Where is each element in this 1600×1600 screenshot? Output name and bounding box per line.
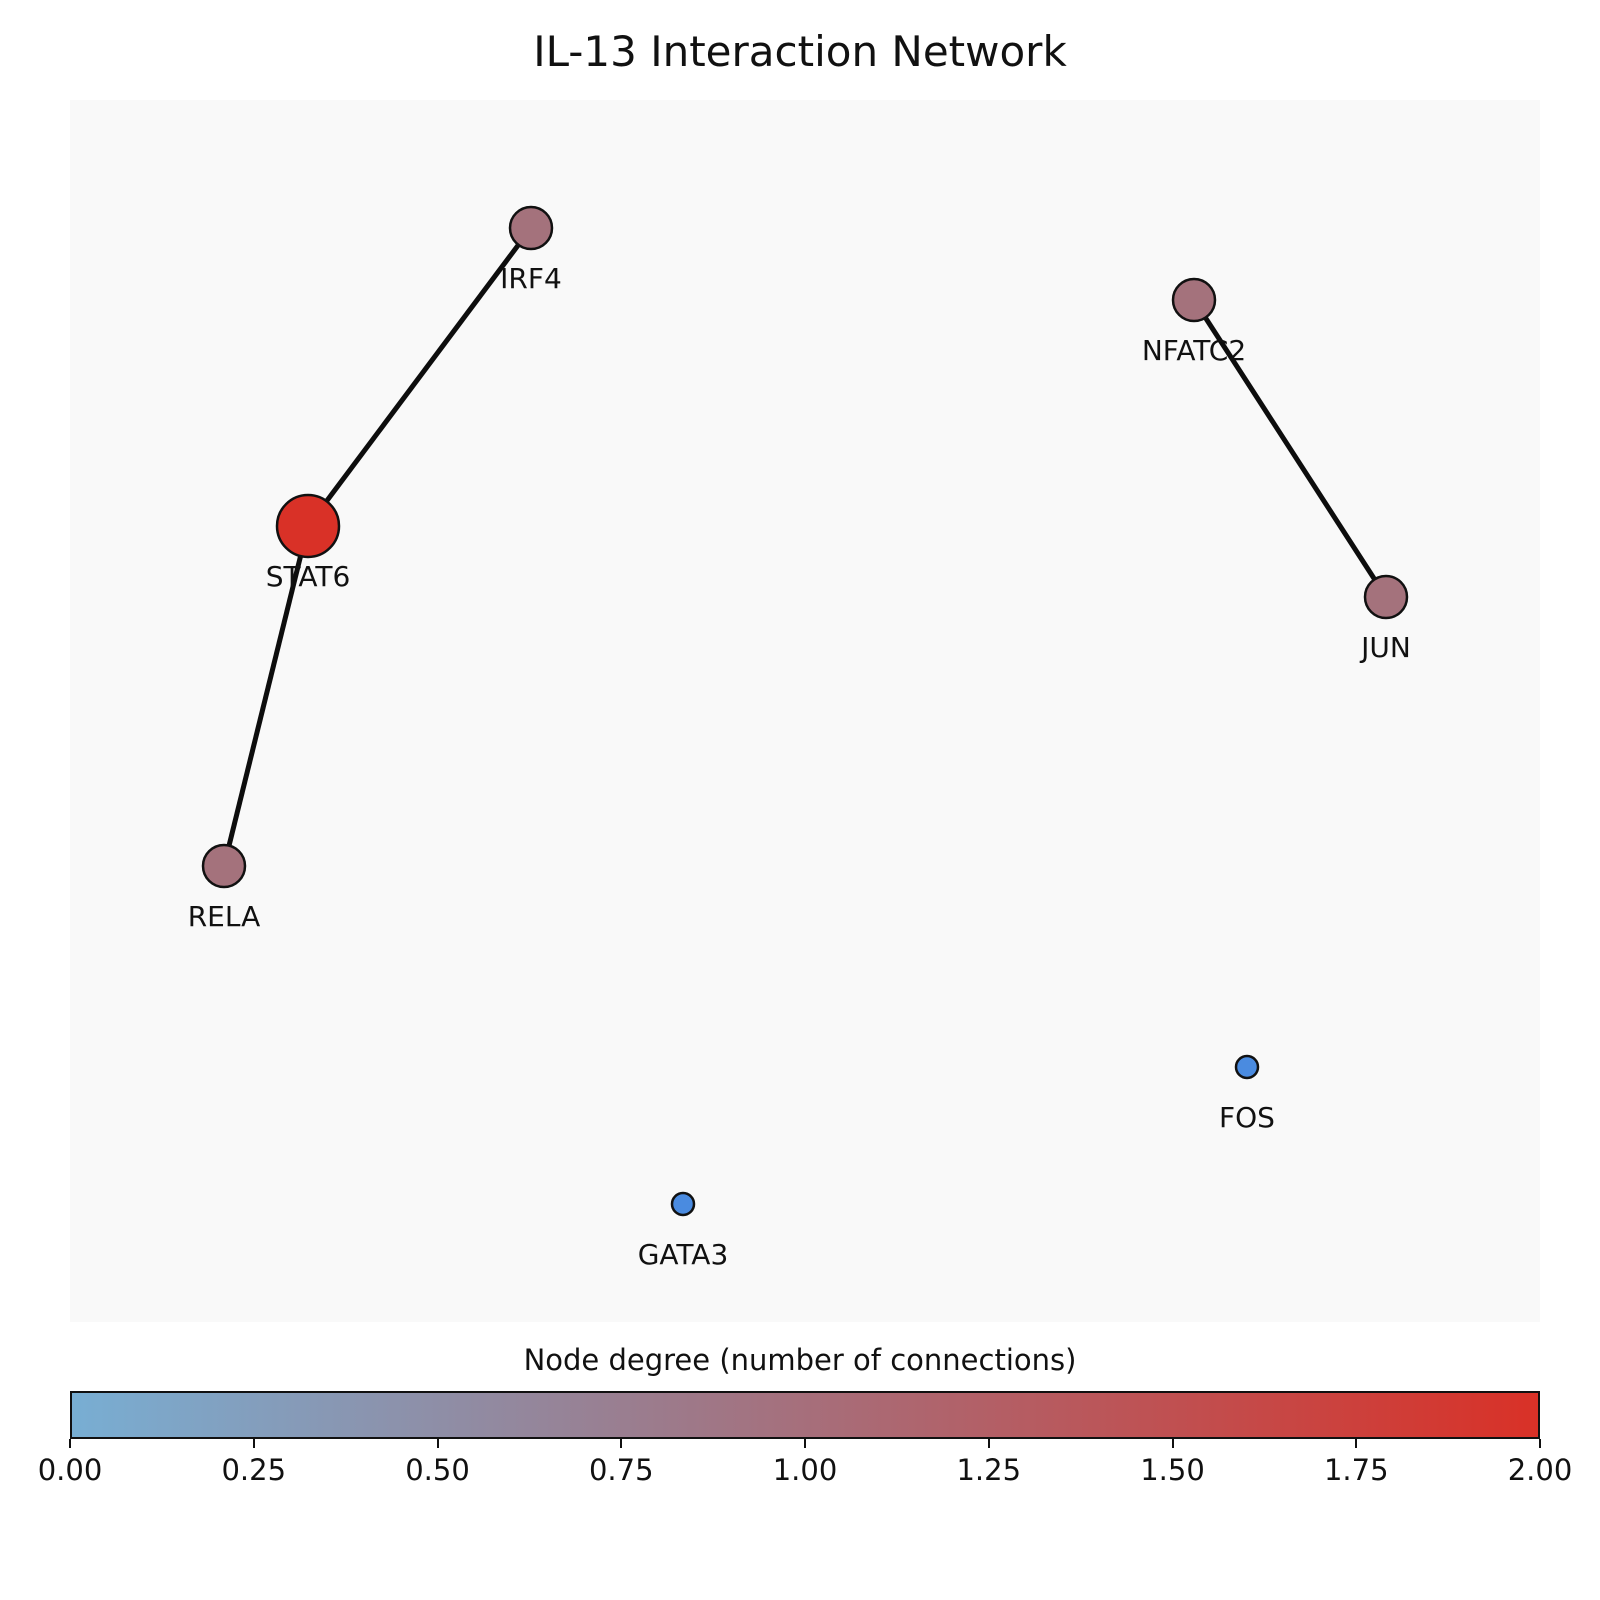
colorbar-tick-mark bbox=[69, 1439, 71, 1448]
colorbar-tick-label: 1.25 bbox=[956, 1453, 1022, 1487]
colorbar-tick-label: 0.50 bbox=[405, 1453, 470, 1487]
node-label-gata3: GATA3 bbox=[638, 1238, 729, 1271]
edge-layer bbox=[221, 226, 1389, 867]
node-rela bbox=[201, 843, 247, 889]
colorbar-tick-mark bbox=[1539, 1439, 1541, 1448]
colorbar-label: Node degree (number of connections) bbox=[523, 1343, 1077, 1377]
colorbar-tick-mark bbox=[620, 1439, 623, 1448]
colorbar-tick-label: 1.50 bbox=[1140, 1453, 1205, 1487]
colorbar-tick-mark bbox=[1355, 1439, 1358, 1448]
node-irf4 bbox=[508, 205, 554, 251]
colorbar-tick-label: 1.00 bbox=[772, 1453, 838, 1487]
edge-stat6-rela bbox=[221, 525, 311, 867]
edge-nfatc2-jun bbox=[1191, 298, 1389, 599]
node-stat6 bbox=[275, 493, 341, 559]
colorbar-tick-label: 1.75 bbox=[1323, 1453, 1389, 1487]
colorbar-tick-mark bbox=[1171, 1439, 1174, 1448]
colorbar-ticks: 0.00 0.25 0.50 0.75 1.00 1.25 1.50 1.75 2.00 bbox=[38, 1439, 1572, 1499]
colorbar-tick-mark bbox=[252, 1439, 255, 1448]
colorbar-tick-label: 0.75 bbox=[588, 1453, 654, 1487]
chart-title: IL-13 Interaction Network bbox=[533, 27, 1067, 76]
colorbar bbox=[70, 1391, 1540, 1439]
colorbar-tick-mark bbox=[804, 1439, 806, 1448]
node-jun bbox=[1363, 574, 1409, 620]
colorbar-tick-mark bbox=[436, 1439, 439, 1448]
network-graph: IRF4 NFATC2 STAT6 JUN RELA FOS GATA3 bbox=[188, 205, 1411, 1271]
edge-stat6-irf4 bbox=[305, 226, 534, 528]
colorbar-tick-label: 2.00 bbox=[1507, 1453, 1573, 1487]
node-label-rela: RELA bbox=[188, 900, 261, 933]
label-layer: IRF4 NFATC2 STAT6 JUN RELA FOS GATA3 bbox=[188, 262, 1411, 1271]
node-label-nfatc2: NFATC2 bbox=[1142, 334, 1246, 367]
node-label-jun: JUN bbox=[1359, 631, 1411, 664]
node-gata3 bbox=[670, 1191, 696, 1217]
node-label-fos: FOS bbox=[1219, 1101, 1275, 1134]
node-nfatc2 bbox=[1171, 277, 1217, 323]
colorbar-tick-label: 0.25 bbox=[221, 1453, 287, 1487]
colorbar-tick-mark bbox=[987, 1439, 990, 1448]
node-layer bbox=[201, 205, 1409, 1217]
node-label-irf4: IRF4 bbox=[500, 262, 562, 295]
colorbar-tick-label: 0.00 bbox=[37, 1453, 103, 1487]
network-plot-area: IRF4 NFATC2 STAT6 JUN RELA FOS GATA3 bbox=[70, 100, 1540, 1322]
node-label-stat6: STAT6 bbox=[266, 560, 351, 593]
node-fos bbox=[1234, 1054, 1260, 1080]
